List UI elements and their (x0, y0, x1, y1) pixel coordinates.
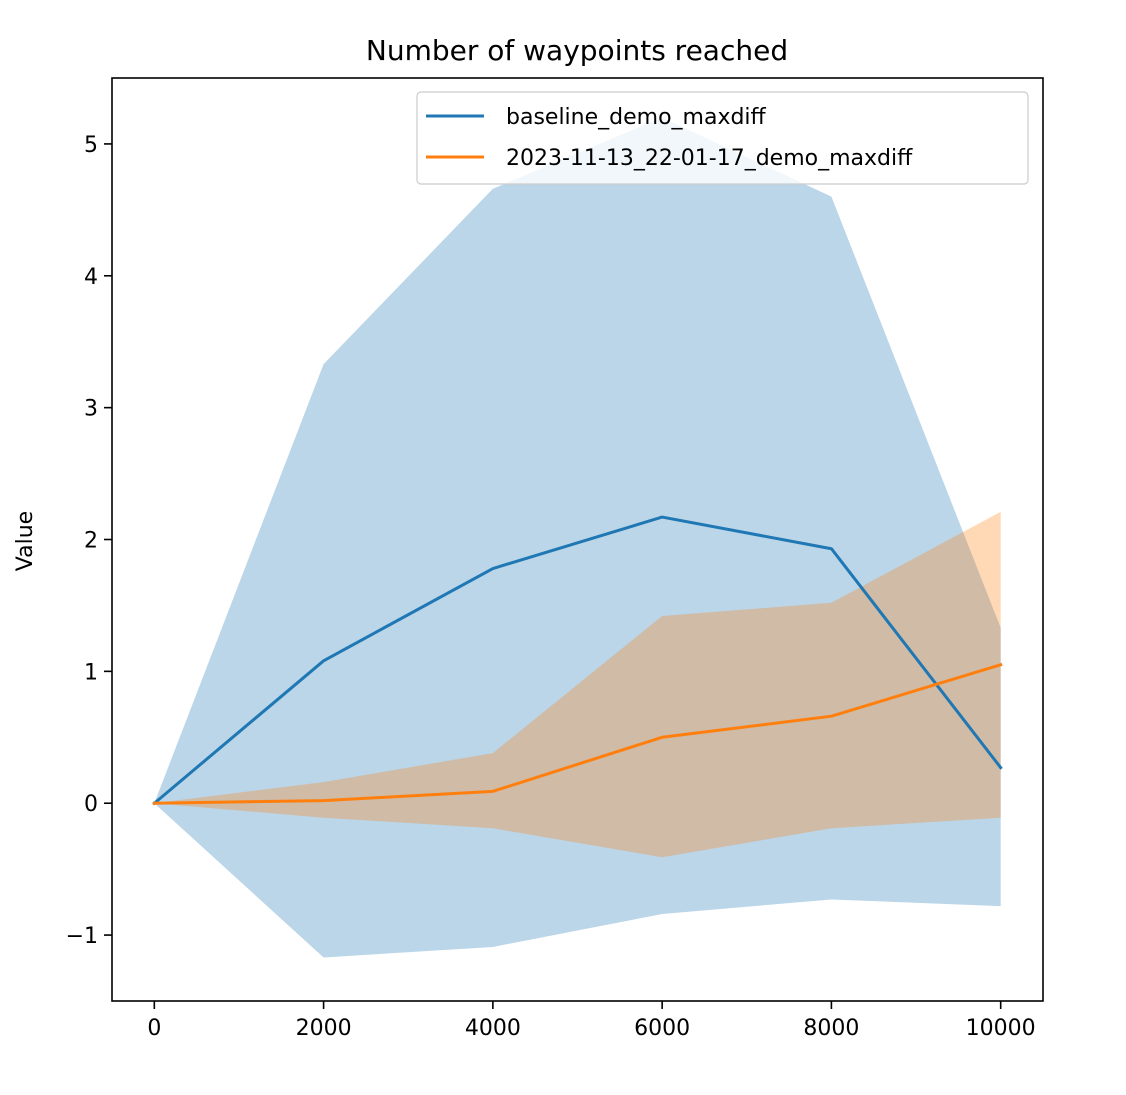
series-1-line (152, 515, 1003, 806)
series-2-line (152, 662, 1003, 805)
legend-box (416, 91, 1029, 185)
y-axis-label: Value (13, 511, 38, 571)
chart-title: Number of waypoints reached (366, 34, 788, 67)
legend: baseline_demo_maxdiff 2023-11-13_22-01-17… (416, 91, 1029, 185)
legend-label-1: baseline_demo_maxdiff (506, 105, 767, 130)
series-1-band (154, 117, 1001, 958)
y-tick-label: 2 (84, 529, 98, 554)
y-tick-label: 1 (84, 660, 98, 685)
x-tick-label: 6000 (634, 1016, 690, 1041)
y-tick-label: 4 (84, 265, 98, 290)
x-tick-label: 4000 (465, 1016, 521, 1041)
axes: 0 2000 4000 6000 8000 10000 −1 0 1 2 3 4 5 (66, 77, 1044, 1041)
y-tick-label: 0 (84, 792, 98, 817)
confidence-bands (154, 117, 1001, 958)
y-tick-label: 5 (84, 133, 98, 158)
x-tick-label: 8000 (803, 1016, 859, 1041)
x-tick-label: 2000 (296, 1016, 352, 1041)
x-tick-label: 10000 (966, 1016, 1036, 1041)
y-tick-label: 3 (84, 397, 98, 422)
x-tick-label: 0 (147, 1016, 161, 1041)
legend-label-2: 2023-11-13_22-01-17_demo_maxdiff (506, 146, 913, 171)
series-2-band (154, 511, 1001, 858)
series-lines (152, 515, 1003, 806)
y-tick-label: −1 (66, 924, 98, 949)
